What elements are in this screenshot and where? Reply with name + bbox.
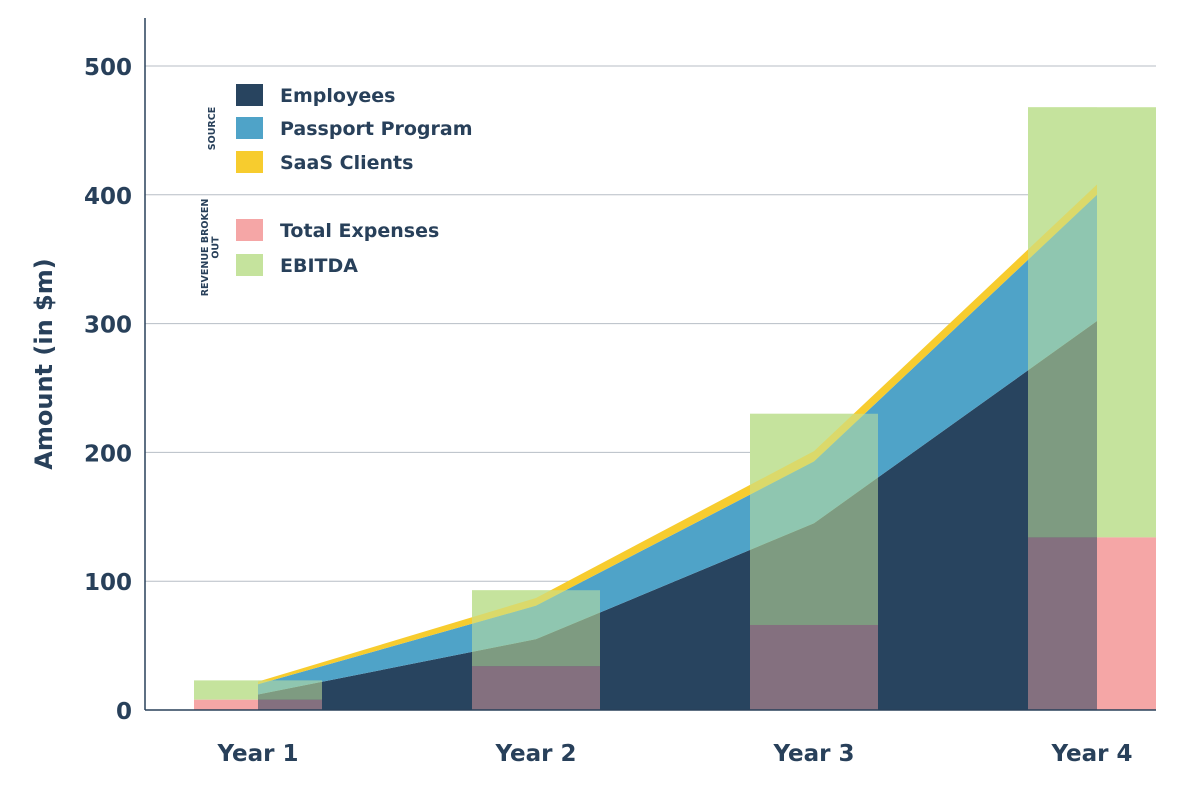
employees-area [258,321,1097,710]
y-axis-title: Amount (in $m) [30,258,58,469]
y-tick-label: 300 [84,313,132,339]
x-tick-label: Year 4 [1050,741,1132,767]
x-tick-label: Year 1 [216,741,298,767]
legend: Employees Passport Program SaaS Clients SOU… [200,84,473,297]
stacked-areas [258,184,1097,710]
total-expenses-bar-overlay [750,624,878,710]
total-expenses-bar-overlay [1028,537,1097,710]
legend-label: Passport Program [280,118,473,140]
ebitda-bar-overlay [258,680,322,700]
legend-group-label: SOURCE [207,107,218,150]
legend-label: SaaS Clients [280,152,413,174]
legend-label: Employees [280,85,395,107]
y-tick-label: 400 [84,184,132,210]
axes [144,18,1156,711]
legend-group-label: REVENUE BROKENOUT [200,199,221,297]
legend-swatch [236,84,263,106]
legend-swatch [236,117,263,139]
y-tick-label: 0 [116,699,132,725]
ebitda-bar-overlay [1028,107,1097,538]
y-tick-label: 100 [84,570,132,596]
x-tick-label: Year 3 [772,741,854,767]
bars-front [258,107,1097,710]
legend-label: Total Expenses [280,220,439,242]
legend-swatch [236,254,263,276]
total-expenses-bar-overlay [472,666,600,710]
legend-swatch [236,151,263,173]
x-tick-label: Year 2 [494,741,576,767]
y-tick-label: 200 [84,441,132,467]
y-tick-label: 500 [84,55,132,81]
ebitda-bar-overlay [750,413,878,625]
total-expenses-bar-overlay [258,699,322,710]
ebitda-bar-overlay [472,590,600,667]
tick-labels: 0 100 200 300 400 500 Year 1 Year 2 Year 3 Year 4 [84,55,1133,767]
legend-label: EBITDA [280,255,358,277]
legend-swatch [236,219,263,241]
